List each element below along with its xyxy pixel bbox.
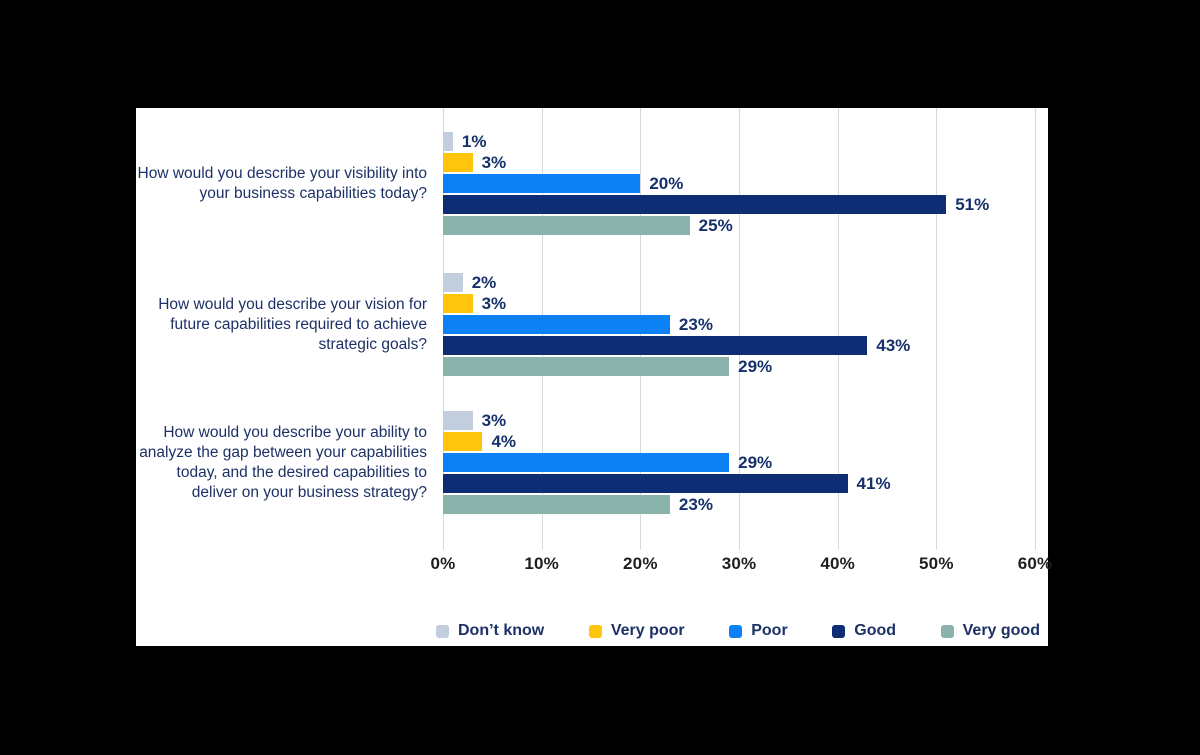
gridline	[936, 108, 938, 550]
bar-value-label: 3%	[481, 153, 507, 172]
bar-value-label: 4%	[491, 432, 517, 451]
chart-legend: Don’t know Very poor Poor Good Very good	[436, 620, 1040, 642]
legend-label: Very poor	[610, 622, 685, 639]
bars-region: 2% 3% 23% 43% 29%	[443, 273, 1035, 376]
bars-region: 1% 3% 20% 51% 25%	[443, 132, 1035, 235]
legend-label: Poor	[751, 622, 788, 639]
question-label: How would you describe your ability to a…	[139, 423, 427, 501]
legend-swatch	[436, 624, 449, 638]
bar-very-good	[443, 495, 670, 514]
bar-value-label: 29%	[738, 357, 773, 376]
x-axis-tick-label: 60%	[1017, 554, 1053, 573]
x-axis-tick-label: 0%	[430, 554, 456, 573]
x-axis-tick-label: 40%	[820, 554, 855, 573]
bar-good	[443, 474, 848, 493]
x-axis-tick-label: 20%	[623, 554, 658, 573]
bar-chart: 0% 10% 20% 30% 40% 50% 60% How would you descri…	[136, 108, 1052, 580]
bar-value-label: 3%	[481, 411, 507, 430]
legend-item-good: Good	[832, 622, 896, 640]
question-group: How would you describe your visibility i…	[136, 132, 1048, 235]
legend-swatch	[832, 624, 846, 638]
bar-value-label: 51%	[955, 195, 990, 214]
question-group: How would you describe your vision for f…	[136, 273, 1048, 376]
chart-panel: 0% 10% 20% 30% 40% 50% 60% How would you descri…	[136, 108, 1052, 646]
x-axis-tick-label: 30%	[721, 554, 757, 573]
bar-value-label: 20%	[649, 174, 684, 193]
legend-item-poor: Poor	[729, 622, 788, 640]
legend-label: Don’t know	[458, 622, 545, 639]
bar-very-good	[443, 216, 690, 235]
legend-label: Good	[854, 622, 897, 639]
bar-value-label: 43%	[876, 336, 911, 355]
question-label: How would you describe your vision for f…	[158, 295, 427, 353]
bar-very-poor	[443, 294, 473, 313]
bar-very-poor	[443, 432, 483, 451]
bar-poor	[443, 315, 670, 334]
bar-poor	[443, 174, 641, 193]
x-axis-tick-label: 10%	[524, 554, 559, 573]
bar-value-label: 25%	[698, 216, 733, 235]
bar-don-t-know	[443, 273, 463, 292]
bar-very-good	[443, 357, 730, 376]
legend-swatch	[729, 624, 743, 638]
bar-value-label: 41%	[856, 474, 891, 493]
bar-poor	[443, 453, 730, 472]
bar-value-label: 29%	[738, 453, 773, 472]
bar-value-label: 1%	[461, 132, 487, 151]
question-group: How would you describe your ability to a…	[136, 411, 1048, 514]
bar-good	[443, 336, 868, 355]
legend-label: Very good	[962, 622, 1040, 639]
gridline	[1035, 108, 1036, 550]
x-axis-tick-label: 50%	[919, 554, 954, 573]
bar-value-label: 23%	[678, 495, 713, 514]
legend-item-don-t-know: Don’t know	[436, 622, 544, 640]
legend-item-very-good: Very good	[940, 622, 1040, 640]
bar-value-label: 23%	[678, 315, 713, 334]
bars-region: 3% 4% 29% 41% 23%	[443, 411, 1035, 514]
bar-don-t-know	[443, 411, 473, 430]
legend-swatch	[940, 624, 954, 638]
bar-good	[443, 195, 947, 214]
legend-swatch	[588, 624, 602, 638]
legend-item-very-poor: Very poor	[588, 622, 685, 640]
bar-value-label: 3%	[481, 294, 507, 313]
bar-very-poor	[443, 153, 473, 172]
bar-value-label: 2%	[471, 273, 497, 292]
gridline	[739, 108, 740, 550]
bar-don-t-know	[443, 132, 453, 151]
gridline	[837, 108, 839, 550]
question-label: How would you describe your visibility i…	[137, 164, 427, 202]
